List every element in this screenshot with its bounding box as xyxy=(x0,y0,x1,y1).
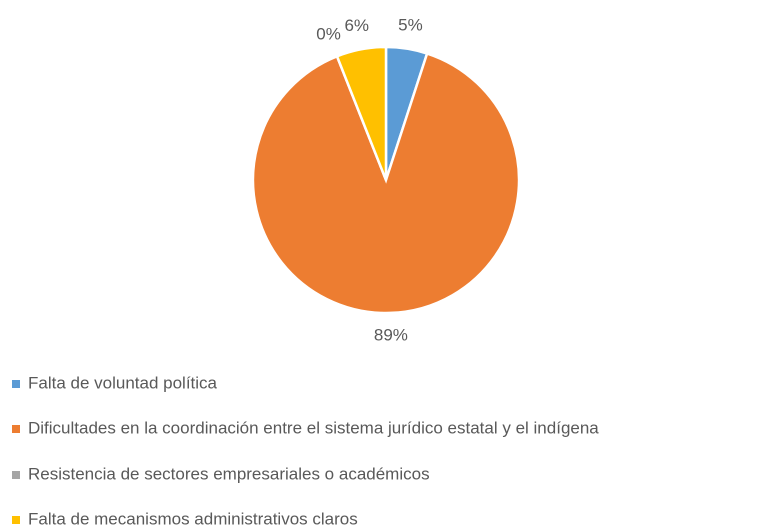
legend-swatch xyxy=(12,425,20,433)
data-label: 0% xyxy=(316,24,341,43)
legend-label: Falta de mecanismos administrativos clar… xyxy=(28,509,358,528)
legend-swatch xyxy=(12,516,20,524)
data-label: 6% xyxy=(344,16,369,35)
legend-swatch xyxy=(12,471,20,479)
legend-label: Falta de voluntad política xyxy=(28,373,218,392)
data-label: 5% xyxy=(398,15,423,34)
legend-swatch xyxy=(12,380,20,388)
data-label: 89% xyxy=(374,325,408,344)
legend-label: Resistencia de sectores empresariales o … xyxy=(28,464,430,483)
pie-slice xyxy=(251,51,521,315)
legend-label: Dificultades en la coordinación entre el… xyxy=(28,418,599,437)
pie-slice xyxy=(335,45,388,181)
